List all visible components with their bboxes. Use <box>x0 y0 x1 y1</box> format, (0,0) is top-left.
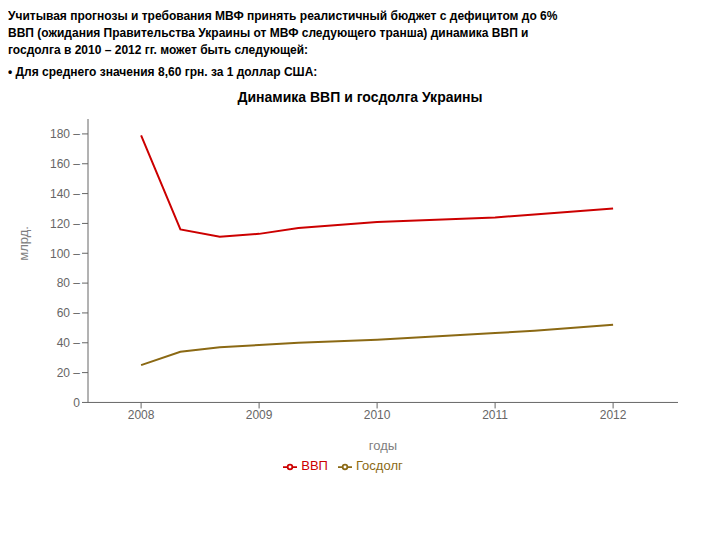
svg-text:140 –: 140 – <box>50 187 80 201</box>
svg-text:млрд.: млрд. <box>16 226 31 261</box>
svg-text:40 –: 40 – <box>57 336 81 350</box>
html-text:госдолга в 2010 – 2012 гг. мож: госдолга в 2010 – 2012 гг. может быть сл… <box>8 43 309 57</box>
svg-text:20 –: 20 – <box>57 366 81 380</box>
svg-text:2008: 2008 <box>128 408 155 422</box>
svg-text:2012: 2012 <box>600 408 627 422</box>
svg-text:80 –: 80 – <box>57 276 81 290</box>
svg-text:0: 0 <box>73 396 80 410</box>
html-text:Динамика ВВП и госдолга Украин: Динамика ВВП и госдолга Украины <box>237 89 483 105</box>
svg-text:120 –: 120 – <box>50 217 80 231</box>
svg-text:2010: 2010 <box>364 408 391 422</box>
svg-text:180 –: 180 – <box>50 127 80 141</box>
svg-text:годы: годы <box>369 438 397 453</box>
svg-text:160 –: 160 – <box>50 157 80 171</box>
html-text:Учитывая прогнозы и требования: Учитывая прогнозы и требования МВФ приня… <box>8 9 558 23</box>
svg-text:2009: 2009 <box>246 408 273 422</box>
html-text:Госдолг: Госдолг <box>356 458 403 474</box>
html-text:ВВП (ожидания Правительства Ук: ВВП (ожидания Правительства Украины от М… <box>8 26 529 40</box>
svg-text:60 –: 60 – <box>57 306 81 320</box>
svg-text:100 –: 100 – <box>50 247 80 261</box>
svg-text:2011: 2011 <box>482 408 508 422</box>
html-text:• Для среднего значения 8,60 г: • Для среднего значения 8,60 грн. за 1 д… <box>8 65 318 79</box>
html-text:ВВП: ВВП <box>301 458 328 474</box>
